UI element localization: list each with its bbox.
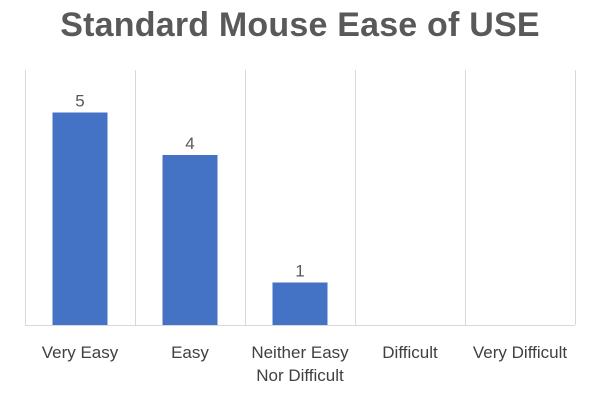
bar <box>272 282 328 325</box>
data-labels: 5 4 1 <box>75 92 304 281</box>
bar <box>52 112 108 325</box>
bar <box>162 155 218 325</box>
category-tick-labels: Very Easy Easy Neither Easy Nor Difficult Di… <box>42 343 568 385</box>
data-label: 5 <box>75 92 84 111</box>
category-tick-label: Easy <box>171 343 209 362</box>
category-tick-label: Neither Easy Nor Difficult <box>251 343 349 385</box>
data-label: 1 <box>295 262 304 281</box>
category-tick-label: Very Difficult <box>473 343 567 362</box>
category-tick-label: Very Easy <box>42 343 119 362</box>
bars <box>52 112 328 325</box>
data-label: 4 <box>185 134 194 153</box>
category-tick-label: Difficult <box>382 343 438 362</box>
category-gridlines <box>25 70 576 325</box>
chart-title: Standard Mouse Ease of USE <box>60 6 540 44</box>
